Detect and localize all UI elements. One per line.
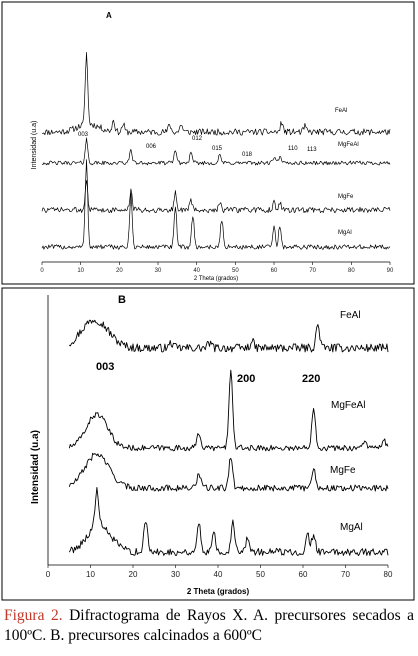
xrd-trace-feal [68, 319, 389, 353]
x-tick-label: 90 [387, 268, 394, 274]
panel-b-peak-220: 220 [302, 373, 320, 385]
panel-a-series-label-mgal: MgAl [338, 230, 352, 236]
x-tick-label: 50 [256, 570, 265, 579]
x-tick-label: 40 [193, 268, 200, 274]
panel-b-series-label-mgfe: MgFe [330, 465, 356, 476]
x-tick-label: 70 [309, 268, 316, 274]
xrd-trace-mgal [68, 486, 389, 557]
panel-a-peak-113: 113 [307, 147, 317, 153]
xrd-trace-mgfeal [68, 369, 389, 452]
panel-b-traces [68, 319, 389, 557]
x-tick-label: 60 [299, 570, 308, 579]
x-tick-label: 0 [46, 570, 51, 579]
panel-b-y-axis-title: Intensidad (u.a) [30, 430, 41, 504]
figure-caption: Figura 2. Difractograma de Rayos X. A. p… [4, 606, 414, 646]
caption-label: Figura 2. [4, 607, 63, 624]
panel-a-peak-003: 003 [78, 132, 89, 138]
panel-a-chart: 0 10 20 30 40 50 60 70 80 90 A 2 Theta (grados) I… [1, 1, 415, 285]
panel-a-series-label-feal: FeAl [335, 108, 347, 114]
x-tick-label: 50 [232, 268, 239, 274]
panel-b-frame [1, 287, 415, 601]
xrd-trace-mgfe [68, 452, 389, 492]
x-tick-label: 40 [214, 570, 223, 579]
panel-a-peak-110: 110 [288, 146, 298, 152]
panel-b-peak-200: 200 [237, 373, 255, 385]
panel-a-series-label-mgfeal: MgFeAl [338, 142, 359, 148]
x-tick-label: 30 [155, 268, 162, 274]
x-tick-label: 80 [384, 570, 393, 579]
panel-a-peak-018: 018 [242, 152, 253, 158]
x-tick-label: 80 [348, 268, 355, 274]
panel-a-series-label-mgfe: MgFe [338, 194, 354, 200]
xrd-trace-mgal [41, 159, 391, 250]
panel-b-series-label-feal: FeAl [340, 310, 361, 321]
xrd-trace-mgfeal [41, 137, 391, 166]
x-tick-label: 10 [86, 570, 95, 579]
xrd-trace-mgfe [41, 180, 391, 214]
x-tick-label: 60 [271, 268, 278, 274]
xrd-trace-feal [41, 52, 391, 136]
panel-a-y-axis-title: Intensidad (u.a) [31, 121, 38, 170]
x-tick-label: 20 [129, 570, 138, 579]
panel-b-peak-003: 003 [96, 361, 114, 373]
panel-b-series-label-mgfeal: MgFeAl [331, 400, 365, 411]
panel-a-traces [41, 52, 391, 250]
panel-b-x-axis-title: 2 Theta (grados) [187, 587, 250, 596]
panel-a-x-axis-title: 2 Theta (grados) [194, 276, 238, 282]
x-tick-label: 30 [171, 570, 180, 579]
x-tick-label: 70 [341, 570, 350, 579]
x-tick-label: 0 [40, 268, 44, 274]
caption-text: Difractograma de Rayos X. A. precursores… [4, 607, 414, 644]
panel-a-peak-015: 015 [212, 146, 223, 152]
panel-b-series-label-mgal: MgAl [340, 522, 363, 533]
panel-a-peak-012: 012 [192, 136, 203, 142]
panel-a-peak-006: 006 [146, 144, 157, 150]
panel-b-letter: B [118, 294, 126, 306]
panel-b-chart: 0 10 20 30 40 50 60 70 80 B 2 Theta (grados) Int… [1, 287, 415, 601]
x-tick-label: 10 [77, 268, 84, 274]
panel-a-x-ticks: 0 10 20 30 40 50 60 70 80 90 [40, 262, 394, 274]
panel-a-letter: A [106, 11, 112, 20]
panel-b-x-ticks: 0 10 20 30 40 50 60 70 80 [46, 565, 393, 579]
x-tick-label: 20 [116, 268, 123, 274]
panel-a-frame [1, 1, 415, 285]
